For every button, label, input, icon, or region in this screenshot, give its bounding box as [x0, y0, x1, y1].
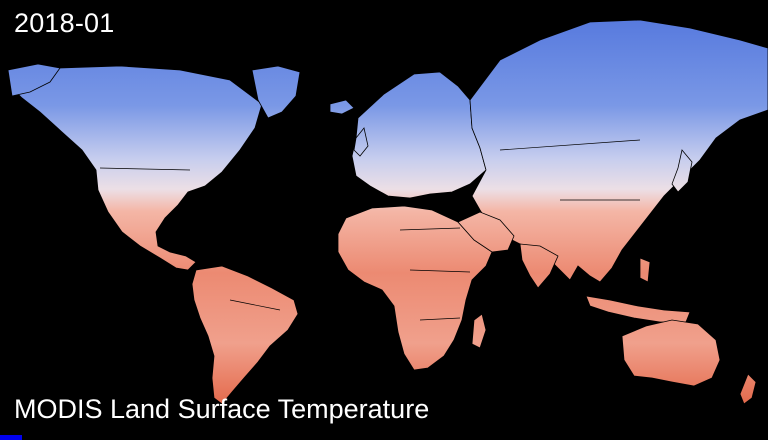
animation-progress-bar — [0, 435, 768, 440]
iceland — [329, 99, 355, 115]
europe — [351, 71, 487, 199]
alaska — [7, 63, 61, 97]
north-america — [7, 65, 263, 271]
africa — [337, 205, 493, 371]
india — [519, 243, 559, 289]
uk — [353, 127, 369, 157]
australia — [621, 319, 721, 387]
animation-progress-fill — [0, 435, 22, 440]
greenland — [251, 65, 301, 119]
japan — [671, 149, 693, 193]
new-zealand — [739, 373, 757, 405]
landmasses — [7, 19, 768, 405]
arabia — [457, 211, 515, 253]
madagascar — [471, 313, 487, 349]
philippines — [639, 257, 651, 283]
date-label: 2018-01 — [14, 8, 115, 38]
map-title: MODIS Land Surface Temperature — [14, 394, 430, 424]
south-america — [191, 265, 299, 405]
country-borders — [99, 139, 641, 321]
